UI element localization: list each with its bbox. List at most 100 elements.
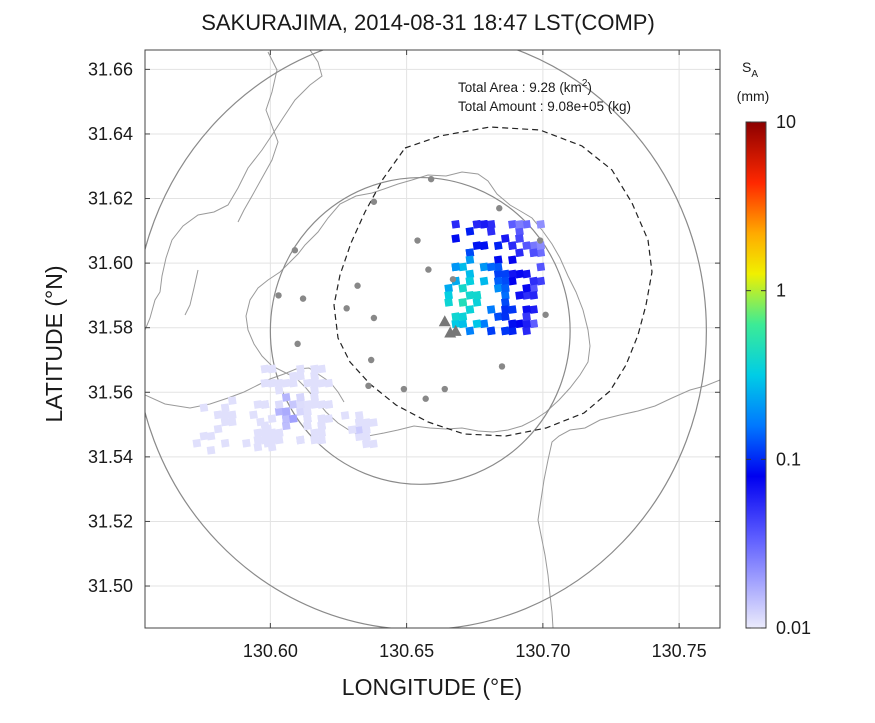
ash-cell — [260, 378, 270, 388]
ash-cell — [227, 417, 237, 427]
ash-cell — [515, 248, 524, 258]
ash-cell — [515, 269, 524, 279]
station-10 — [370, 314, 378, 322]
ash-cell — [451, 234, 461, 243]
ash-cell — [310, 428, 319, 438]
ash-cell — [479, 262, 489, 272]
ash-cell — [206, 445, 216, 455]
ash-cell — [317, 400, 326, 409]
ash-cell — [199, 431, 209, 441]
ash-cell — [465, 276, 475, 286]
ash-cell — [515, 219, 524, 229]
ash-cell — [522, 219, 531, 229]
ash-cell — [515, 290, 524, 300]
station-4 — [425, 266, 432, 273]
ash-cell — [508, 276, 517, 286]
station-9 — [343, 305, 350, 312]
ash-cell — [493, 241, 503, 250]
ash-cell — [296, 364, 305, 374]
ash-cell — [508, 326, 517, 336]
range-ring-1 — [269, 176, 571, 485]
ash-cell — [253, 400, 263, 409]
y-tick-label-7: 31.64 — [88, 124, 133, 144]
ash-cell — [522, 319, 531, 329]
ash-cell — [508, 319, 517, 329]
ash-cell — [479, 219, 489, 229]
ash-cell — [362, 418, 371, 427]
ash-cell — [472, 298, 482, 307]
ash-cell — [444, 298, 453, 307]
ash-cell — [486, 262, 496, 272]
ash-cell — [288, 371, 298, 381]
ash-cell — [288, 414, 298, 424]
ash-cell — [256, 417, 265, 427]
ash-cell — [493, 276, 503, 286]
ash-cell — [253, 428, 263, 438]
ash-cell — [274, 400, 284, 409]
ash-cell — [458, 319, 468, 329]
station-14 — [294, 340, 301, 348]
ash-cell — [529, 276, 539, 286]
ash-cell — [493, 262, 503, 272]
ash-cell — [486, 326, 496, 336]
ash-cell — [310, 393, 319, 402]
ash-cell — [522, 283, 531, 293]
ash-cell — [281, 378, 291, 388]
ash-cell — [192, 438, 202, 448]
y-tick-label-6: 31.62 — [88, 189, 133, 209]
ash-cell — [317, 364, 326, 374]
ash-cell — [479, 319, 489, 329]
ash-cell — [536, 219, 546, 229]
ash-cell — [500, 326, 510, 336]
island-outline — [245, 171, 591, 437]
ash-cell — [522, 312, 531, 322]
ash-cell — [213, 424, 223, 434]
ash-cell — [536, 248, 546, 258]
station-1 — [370, 198, 378, 205]
y-axis-label: LATITUDE (°N) — [41, 266, 67, 423]
station-18 — [400, 385, 408, 393]
ash-cell — [451, 319, 461, 329]
ash-cell — [529, 290, 539, 300]
x-tick-label-1: 130.65 — [379, 641, 434, 661]
ash-cell — [529, 305, 539, 314]
ash-cell — [529, 283, 539, 293]
y-tick-label-2: 31.54 — [88, 447, 133, 467]
ash-cell — [310, 435, 319, 445]
ash-cell — [529, 319, 539, 329]
ash-cell — [270, 431, 280, 441]
ash-cell — [500, 290, 510, 300]
ash-cell — [317, 378, 326, 388]
station-15 — [367, 356, 375, 364]
ash-cell — [288, 378, 298, 388]
coastline-4 — [537, 379, 720, 628]
ash-cell — [354, 432, 364, 442]
ash-cell — [310, 371, 319, 381]
ash-cluster-3 — [192, 396, 280, 455]
station-5 — [291, 247, 299, 254]
ash-cell — [500, 234, 510, 243]
dashed-boundary — [333, 126, 653, 437]
ash-cell — [296, 435, 305, 445]
ash-cell — [288, 400, 298, 409]
ash-cell — [213, 410, 223, 420]
colorbar-tick-label-3: 10 — [776, 112, 796, 132]
ash-cell — [296, 400, 305, 409]
plot-frame — [144, 49, 721, 629]
ash-cell — [493, 255, 503, 265]
ash-cell — [444, 283, 453, 293]
ash-cell — [274, 378, 284, 388]
ash-cluster-0 — [444, 219, 546, 336]
ash-cell — [522, 326, 531, 336]
ash-cell — [369, 439, 378, 449]
ash-cell — [303, 400, 312, 409]
ash-cell — [303, 407, 312, 416]
coastline-2 — [145, 367, 345, 409]
ash-cell — [296, 371, 305, 381]
ash-cell — [296, 393, 305, 402]
annotation-0: Total Area : 9.28 (km2) — [458, 78, 592, 95]
colorbar-gradient — [745, 121, 767, 629]
ash-cell — [451, 262, 461, 272]
y-tick-label-1: 31.52 — [88, 511, 133, 531]
plot-inner — [145, 50, 720, 628]
